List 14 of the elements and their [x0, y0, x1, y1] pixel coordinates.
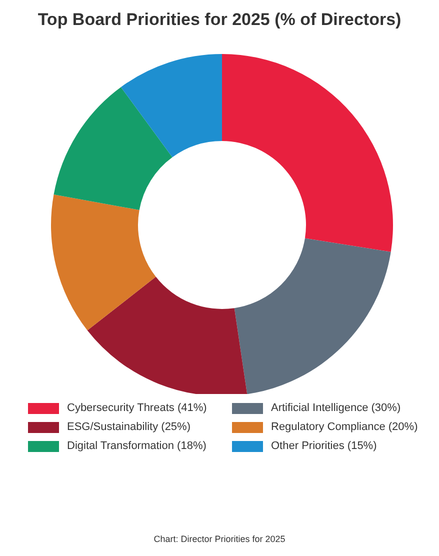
legend-label: ESG/Sustainability (25%): [67, 421, 190, 433]
donut-slice: [87, 276, 248, 394]
legend-label: Cybersecurity Threats (41%): [67, 402, 207, 414]
donut-slice: [234, 238, 391, 394]
legend-label: Regulatory Compliance (20%): [271, 421, 418, 433]
donut-slice: [222, 54, 393, 252]
text: Chart: Director Priorities for 2025: [152, 534, 286, 544]
donut-slice: [51, 194, 156, 330]
donut-slice: [54, 87, 172, 210]
legend-label: Digital Transformation (18%): [67, 440, 206, 452]
donut-slice: [120, 54, 222, 158]
chart-title: Top Board Priorities for 2025 (% of Directors): [36, 10, 402, 30]
legend-label: Artificial Intelligence (30%): [271, 402, 401, 414]
legend-label: Other Priorities (15%): [271, 440, 377, 452]
